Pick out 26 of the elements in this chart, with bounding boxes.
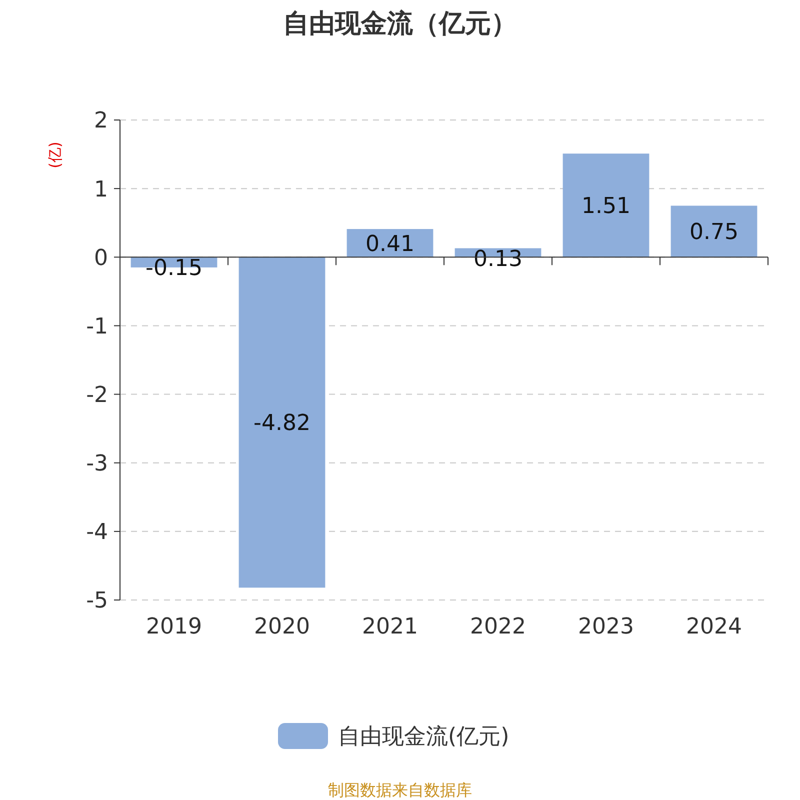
x-tick-label: 2019 [146,614,202,640]
legend-label: 自由现金流(亿元) [338,724,510,750]
x-tick-label: 2024 [686,614,742,640]
bar [238,257,326,588]
data-label: 1.51 [582,194,630,220]
y-tick-label: -1 [86,314,108,340]
data-label: 0.41 [366,232,414,257]
data-label: 0.75 [690,220,738,246]
y-tick-label: -4 [86,520,108,546]
x-tick-label: 2023 [578,614,634,640]
x-tick-label: 2022 [470,614,526,640]
text: 制图数据来自数据库 [328,780,472,800]
x-tick-label: 2021 [362,614,418,640]
data-label: -0.15 [146,256,202,281]
data-label: -4.82 [254,411,310,436]
y-tick-label: -3 [86,452,108,477]
y-tick-label: -5 [86,588,108,614]
y-tick-label: -2 [86,382,108,408]
y-tick-label: 2 [94,108,108,134]
chart-title: 自由现金流（亿元） [283,9,517,39]
y-axis-title: (亿) [46,142,64,168]
x-tick-label: 2020 [254,614,310,640]
y-tick-label: 1 [94,177,108,202]
bar [670,206,758,258]
y-tick-label: 0 [94,246,108,271]
bar [562,154,650,258]
